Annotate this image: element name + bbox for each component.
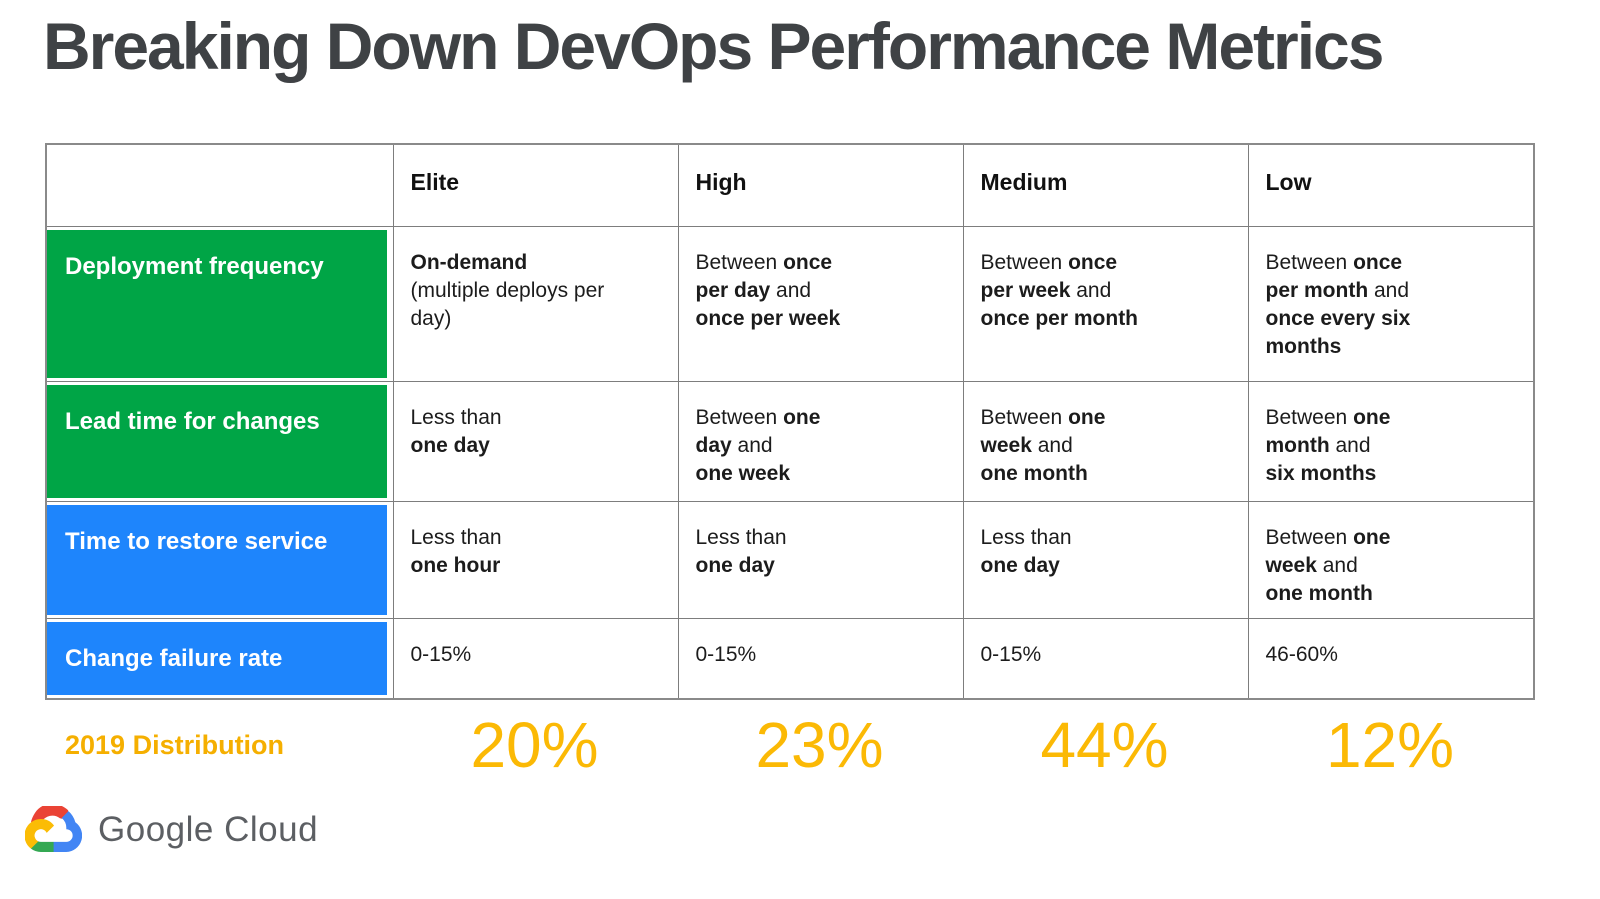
cell-deployment-low: Between once per month and once every six m… [1247,225,1535,382]
column-header-elite: Elite [392,143,679,227]
table-header-row: Elite High Medium Low [45,143,1535,227]
cell-leadtime-low: Between one month and six months [1247,380,1535,502]
distribution-value-elite: 20% [470,709,599,781]
cell-deployment-medium: Between once per week and once per month [962,225,1249,382]
cell-failure-medium: 0-15% [962,617,1249,700]
table-row: Deployment frequency On-demand (multiple … [45,225,1535,382]
distribution-value-medium: 44% [1040,709,1169,781]
cell-restore-medium: Less than one day [962,500,1249,619]
cell-deployment-high: Between once per day and once per week [677,225,964,382]
row-label-change-failure-rate: Change failure rate [45,617,394,700]
cell-leadtime-elite: Less than one day [392,380,679,502]
table-row: Lead time for changes Less than one day B… [45,380,1535,502]
row-label-deployment-frequency: Deployment frequency [45,225,394,382]
page-title: Breaking Down DevOps Performance Metrics [43,9,1384,83]
cell-failure-elite: 0-15% [392,617,679,700]
column-header-medium: Medium [962,143,1249,227]
row-label-time-to-restore: Time to restore service [45,500,394,619]
google-cloud-logo-icon [25,806,82,853]
brand-name: Google Cloud [98,809,319,849]
column-header-low: Low [1247,143,1535,227]
devops-metrics-table: Elite High Medium Low Deployment frequen… [45,143,1535,700]
distribution-row: 2019 Distribution 20% 23% 44% 12% [45,700,1533,790]
distribution-label: 2019 Distribution [65,729,285,760]
cell-restore-high: Less than one day [677,500,964,619]
brand-footer: Google Cloud [25,806,318,853]
cell-restore-elite: Less than one hour [392,500,679,619]
table-row: Time to restore service Less than one hou… [45,500,1535,619]
distribution-value-high: 23% [755,709,884,781]
column-header-high: High [677,143,964,227]
cell-restore-low: Between one week and one month [1247,500,1535,619]
cell-failure-low: 46-60% [1247,617,1535,700]
cell-leadtime-medium: Between one week and one month [962,380,1249,502]
corner-cell [45,143,394,227]
distribution-value-low: 12% [1325,709,1455,781]
cell-leadtime-high: Between one day and one week [677,380,964,502]
cell-failure-high: 0-15% [677,617,964,700]
cell-deployment-elite: On-demand (multiple deploys per day) [392,225,679,382]
table-row: Change failure rate 0-15% 0-15% 0-15% 46… [45,617,1535,700]
row-label-lead-time: Lead time for changes [45,380,394,502]
